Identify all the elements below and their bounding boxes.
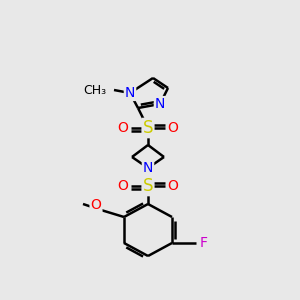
Text: O: O bbox=[168, 179, 178, 193]
Text: O: O bbox=[91, 198, 101, 212]
Text: F: F bbox=[200, 236, 208, 250]
Text: S: S bbox=[143, 177, 153, 195]
Text: S: S bbox=[143, 119, 153, 137]
Text: N: N bbox=[143, 161, 153, 175]
Text: O: O bbox=[118, 179, 128, 193]
Text: N: N bbox=[125, 86, 135, 100]
Text: N: N bbox=[155, 97, 165, 111]
Text: O: O bbox=[118, 121, 128, 135]
Text: O: O bbox=[168, 121, 178, 135]
Text: CH₃: CH₃ bbox=[83, 83, 106, 97]
